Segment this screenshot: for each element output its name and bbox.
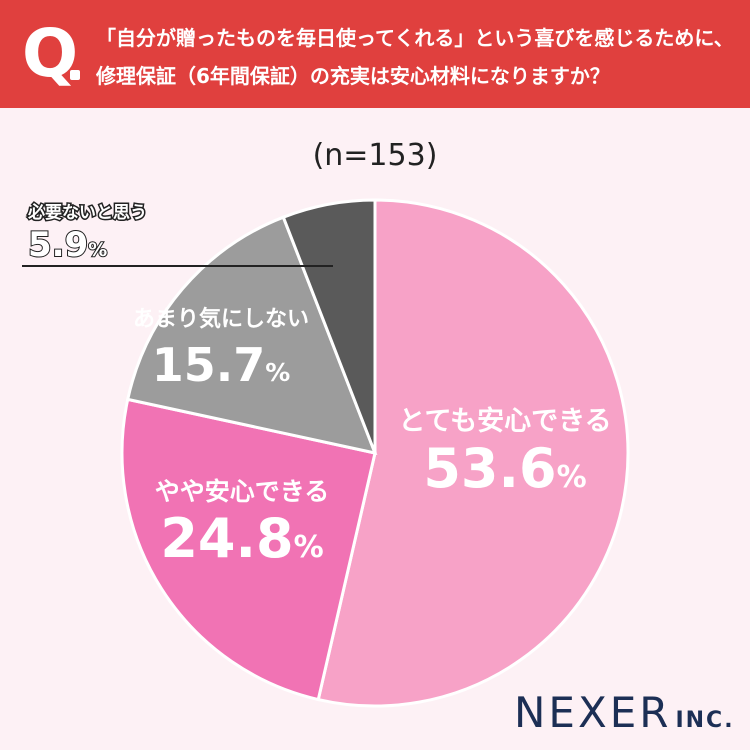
question-line-2: 修理保証（6年間保証）の充実は安心材料になりますか？ (96, 64, 610, 88)
pie-slice-4 (281, 198, 377, 454)
slice-label-4: 必要ないと思う (27, 202, 147, 223)
sample-size-label: (n=153) (312, 138, 438, 173)
question-line-1: 「自分が贈ったものを毎日使ってくれる」という喜びを感じるために、 (96, 26, 734, 50)
q-mark: Q (22, 15, 79, 92)
slice-label-1: とても安心できる (398, 406, 611, 437)
question-banner: Q 「自分が贈ったものを毎日使ってくれる」という喜びを感じるために、 修理保証（… (0, 0, 750, 108)
brand-suffix: INC. (675, 708, 735, 733)
brand-name: NEXER (514, 688, 672, 737)
slice-value-2: 24.8% (160, 507, 323, 570)
slice-value-1: 53.6% (423, 437, 586, 500)
slice-label-2: やや安心できる (155, 477, 330, 506)
q-dot (70, 70, 80, 80)
slice-value-3: 15.7% (152, 338, 291, 392)
slice-label-3: あまり気にしない (133, 306, 309, 332)
pie-slice-1 (316, 198, 630, 708)
brand-logo: NEXER INC. (514, 688, 735, 737)
pie-slice-2 (120, 397, 377, 702)
pie-slice-3 (125, 215, 378, 456)
slice-value-4: 5.9% (28, 225, 107, 265)
